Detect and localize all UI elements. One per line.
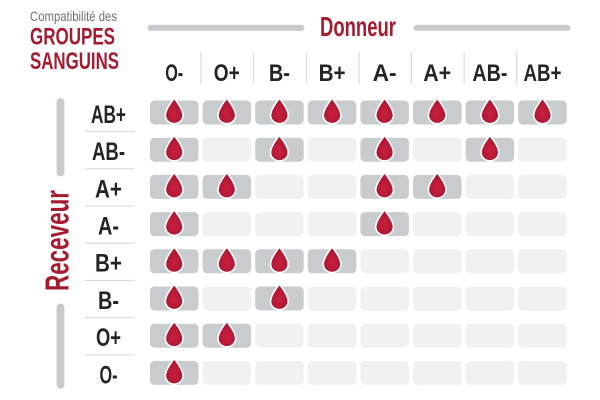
svg-text:O+: O+ — [214, 60, 240, 87]
svg-text:A+: A+ — [95, 175, 122, 203]
svg-text:AB+: AB+ — [91, 101, 126, 129]
svg-text:GROUPES: GROUPES — [30, 24, 115, 51]
svg-text:AB-: AB- — [92, 138, 125, 166]
svg-text:B+: B+ — [95, 250, 122, 278]
svg-text:Receveur: Receveur — [38, 190, 75, 291]
svg-text:B+: B+ — [319, 60, 346, 87]
svg-text:Compatibilité des: Compatibilité des — [30, 8, 117, 24]
svg-text:SANGUINS: SANGUINS — [30, 48, 119, 75]
svg-text:A+: A+ — [423, 60, 451, 87]
svg-text:B-: B- — [269, 60, 290, 87]
svg-text:Donneur: Donneur — [320, 11, 396, 42]
svg-text:AB+: AB+ — [524, 60, 562, 87]
svg-text:A-: A- — [98, 213, 119, 241]
svg-text:AB-: AB- — [472, 60, 507, 87]
svg-text:B-: B- — [98, 287, 119, 315]
svg-text:O+: O+ — [96, 324, 121, 352]
svg-text:O-: O- — [100, 361, 118, 389]
svg-text:O-: O- — [165, 60, 183, 87]
svg-text:A-: A- — [373, 60, 397, 87]
